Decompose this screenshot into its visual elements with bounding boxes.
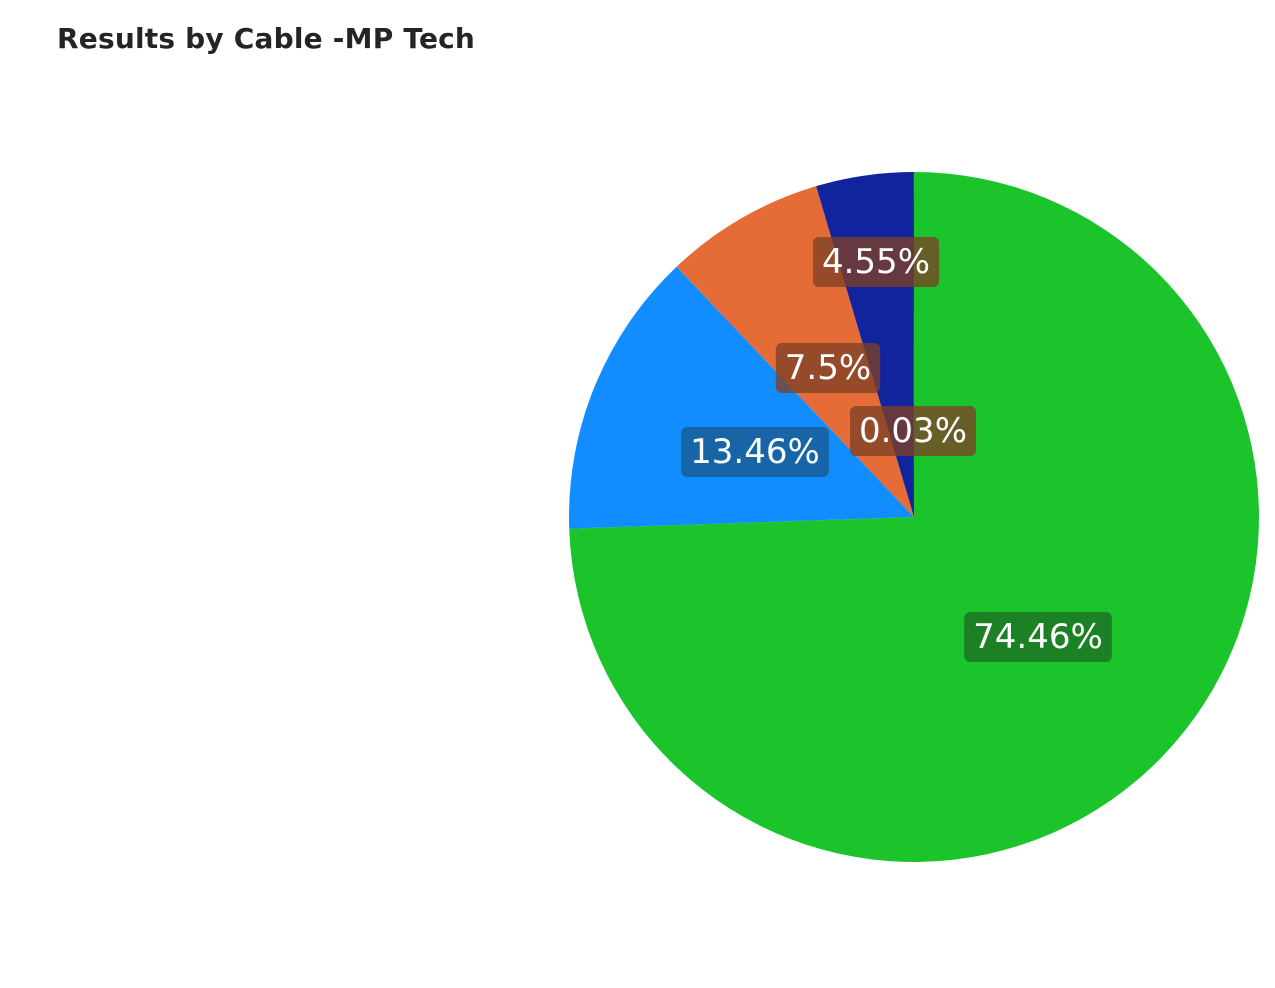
svg-text:0.03%: 0.03% — [859, 411, 967, 451]
svg-text:7.5%: 7.5% — [785, 348, 871, 388]
data-label-1: 74.46% — [964, 612, 1112, 662]
svg-text:4.55%: 4.55% — [822, 242, 930, 282]
svg-text:13.46%: 13.46% — [690, 432, 820, 472]
data-label-3: 7.5% — [775, 343, 881, 393]
data-label-5: 0.03% — [849, 406, 977, 456]
chart-title: Results by Cable -MP Tech — [57, 22, 476, 55]
data-label-2: 13.46% — [681, 427, 829, 477]
pie-labels: 74.46% 13.46% 7.5% 4.55% 0.03% — [681, 237, 1112, 662]
data-label-4: 4.55% — [812, 237, 940, 287]
pie-slice-1[interactable] — [569, 172, 1260, 862]
svg-text:74.46%: 74.46% — [973, 617, 1103, 657]
